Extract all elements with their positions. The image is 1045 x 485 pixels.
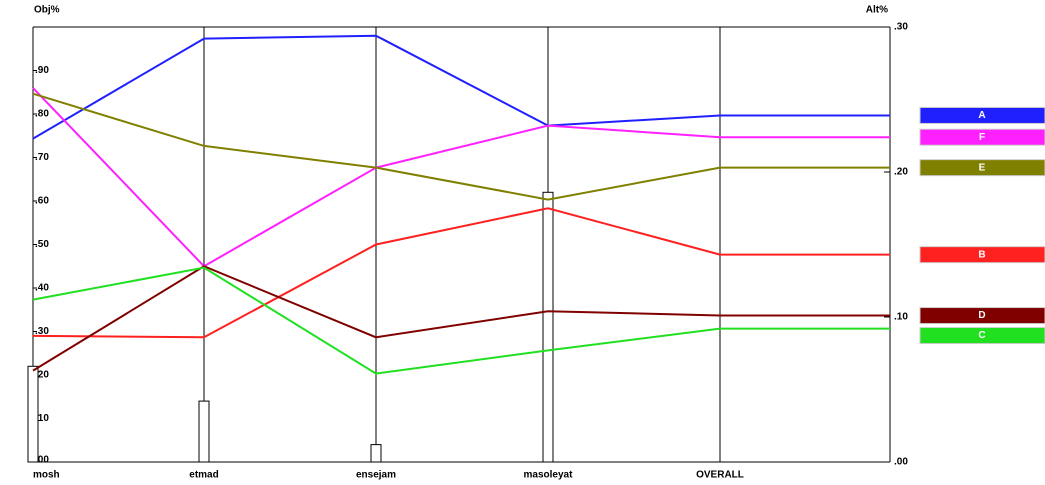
legend-swatch [919,159,1045,177]
bar [198,400,210,463]
y-tick-label: .80 [35,109,49,120]
legend-swatch [919,327,1045,345]
legend-label: E [979,162,986,173]
legend-swatch [919,106,1045,124]
y-tick-label: .70 [35,152,49,163]
series-line [32,266,721,375]
y-tick-label: .20 [35,370,49,381]
series-line [32,92,721,201]
series-line [32,207,721,339]
x-tick-label: etmad [189,470,218,481]
y-tick-label: .50 [35,239,49,250]
y2-tick-label: .10 [894,312,908,323]
bar [370,444,382,463]
legend-label: C [978,330,985,341]
y-tick-label: .00 [35,455,49,466]
x-tick-label: mosh [33,470,60,481]
y2-axis-title: Alt% [866,5,888,16]
y-tick-label: .30 [35,326,49,337]
y2-tick-label: .00 [894,457,908,468]
y-tick-label: .90 [35,65,49,76]
legend-label: D [978,310,985,321]
x-tick-label: ensejam [356,470,396,481]
y-axis-title: Obj% [34,5,60,16]
legend-label: F [979,132,985,143]
legend-label: A [978,110,985,121]
y2-tick-label: .30 [894,22,908,33]
bar [27,365,39,463]
legend-swatch [919,246,1045,264]
y-tick-label: .60 [35,196,49,207]
y-tick-label: .40 [35,283,49,294]
bar [542,191,554,463]
y2-tick-label: .20 [894,167,908,178]
x-tick-label: OVERALL [696,470,744,481]
series-line [32,34,721,140]
x-tick-label: masoleyat [524,470,574,481]
legend-label: B [978,249,985,260]
series-line [32,265,721,372]
legend-swatch [919,307,1045,325]
legend-swatch [919,128,1045,146]
y-tick-label: .10 [35,413,49,424]
